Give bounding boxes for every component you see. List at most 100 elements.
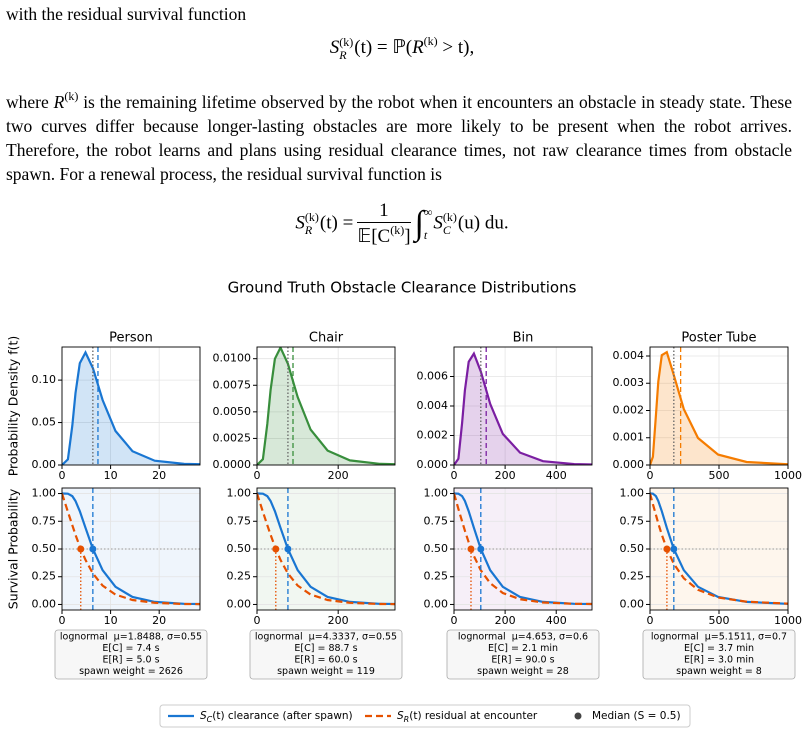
area-fill [650,352,788,465]
x-tick-label: 0 [647,614,654,627]
y-tick-label: 0.10 [32,373,57,386]
x-tick-label: 0 [254,614,261,627]
plot-area [650,488,788,610]
text: where [6,92,54,112]
x-tick-label: 0 [647,469,654,482]
legend-subscript: C [207,715,213,724]
info-text: E[R] = 60.0 s [294,655,357,666]
legend-box [159,704,691,728]
axes-frame [61,346,201,466]
equation: S (k) R (t) = ℙ(R(k) > t), [0,34,804,62]
y-tick-label: 0.0050 [213,405,252,418]
info-text: spawn weight = 8 [676,666,762,677]
y-tick-label: 0.00 [227,597,252,610]
fraction: 1 𝔼[C(k)] [357,200,411,248]
y-tick-label: 0.002 [417,429,449,442]
y-tick-label: 1.00 [424,487,449,500]
plot-area [454,347,592,465]
y-tick-label: 0.004 [417,399,449,412]
y-tick-label: 0.0100 [213,352,252,365]
info-text: spawn weight = 28 [477,666,569,677]
survival-line [650,493,788,605]
math: > t), [437,37,475,58]
math: (k) [64,89,79,103]
y-tick-label: 0.50 [620,542,645,555]
area-fill [454,353,592,465]
legend-marker [574,712,582,720]
x-tick-label: 400 [546,469,567,482]
median-point [670,545,678,553]
x-tick-label: 20 [152,614,166,627]
y-tick-label: 0.00 [620,597,645,610]
info-box [446,629,600,680]
math: ∞ t [424,206,433,242]
x-tick-label: 200 [328,614,349,627]
math: 𝔼[C [357,226,391,247]
info-box [642,629,796,680]
x-tick-label: 200 [495,469,516,482]
x-tick-label: 1000 [774,469,802,482]
math: (k) [339,34,354,49]
y-tick-label: 0.50 [424,542,449,555]
x-tick-label: 200 [495,614,516,627]
legend-symbol: S [200,710,207,722]
median-point [77,545,85,553]
math: (k) C [443,211,457,237]
plot-area [62,488,200,610]
y-axis-label: Probability Density f(t) [6,336,21,477]
math: S [433,212,443,234]
math: (u) du. [457,212,509,234]
y-tick-label: 0.75 [424,514,449,527]
info-text: E[C] = 2.1 min [488,643,558,654]
legend-symbol: S [397,710,404,722]
y-tick-label: 0.003 [613,376,645,389]
x-tick-label: 1000 [774,614,802,627]
y-tick-label: 1.00 [227,487,252,500]
math: R [304,223,313,237]
x-tick-label: 0 [59,469,66,482]
info-text: lognormal μ=1.8488, σ=0.55 [60,632,202,643]
math: ] [404,226,411,247]
area-fill [257,347,395,465]
median-point [272,545,280,553]
y-tick-label: 0.000 [613,458,645,471]
y-tick-label: 0.00 [32,458,57,471]
y-tick-label: 0.0000 [213,458,252,471]
y-tick-label: 0.0025 [213,431,252,444]
math: (k) [442,210,457,224]
median-point [284,545,292,553]
x-tick-label: 0 [254,469,261,482]
info-text: E[C] = 88.7 s [294,643,357,654]
axes-frame [61,487,201,611]
info-text: spawn weight = 2626 [79,666,183,677]
info-box [249,629,403,680]
y-tick-label: 0.000 [417,458,449,471]
median-point [89,545,97,553]
x-tick-label: 200 [328,469,349,482]
x-tick-label: 10 [104,614,118,627]
math: R [412,37,424,58]
info-text: lognormal μ=4.653, σ=0.6 [458,632,588,643]
math: R [339,47,347,62]
area-fill [62,352,200,465]
math: t [423,228,428,242]
y-tick-label: 0.25 [620,570,645,583]
axes-frame [453,487,593,611]
x-tick-label: 0 [451,469,458,482]
y-tick-label: 0.004 [613,349,645,362]
y-tick-label: 0.75 [620,514,645,527]
axes-frame [256,346,396,466]
math: (k) R [339,34,354,62]
y-tick-label: 0.75 [227,514,252,527]
y-tick-label: 0.05 [32,416,57,429]
median-point [663,545,671,553]
math: (k) [423,34,438,48]
x-tick-label: 0 [59,614,66,627]
panel-title: Person [109,331,153,346]
panel-title: Bin [513,331,534,346]
math: (k) R [305,211,319,237]
equation: S (k) R (t) = 1 𝔼[C(k)] ∫ ∞ t S (k) C (u) du. [0,200,804,248]
x-tick-label: 10 [104,469,118,482]
plot-area [257,488,395,610]
plot-area [257,347,395,465]
